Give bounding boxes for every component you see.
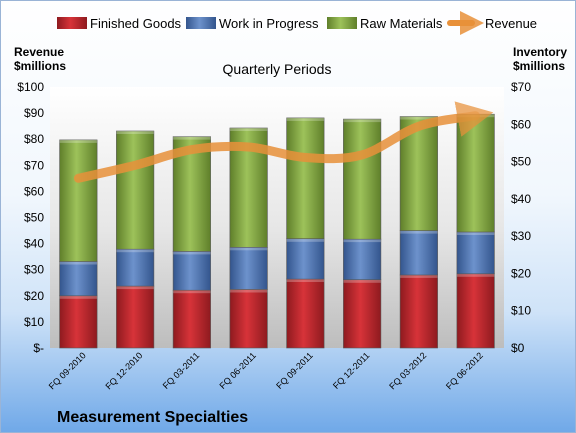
x-tick-label: FQ 03-2012 bbox=[387, 350, 428, 391]
bar-bevel-work-in-progress-3 bbox=[173, 251, 211, 255]
bar-finished-goods-1 bbox=[59, 295, 98, 349]
company-name: Measurement Specialties bbox=[57, 409, 248, 426]
bar-bevel-work-in-progress-1 bbox=[59, 261, 98, 265]
x-tick-label: FQ 06-2012 bbox=[444, 350, 485, 391]
left-tick-label: $70 bbox=[24, 158, 44, 172]
bar-finished-goods-5 bbox=[286, 278, 325, 349]
right-axis-title-line2: $millions bbox=[513, 59, 565, 73]
bar-bevel-work-in-progress-5 bbox=[286, 238, 325, 242]
bar-raw-materials-2 bbox=[116, 130, 155, 250]
right-tick-label: $60 bbox=[511, 117, 531, 131]
legend-label-revenue: Revenue bbox=[485, 16, 537, 31]
left-tick-label: $- bbox=[33, 341, 44, 355]
bar-work-in-progress-6 bbox=[343, 238, 382, 281]
bar-work-in-progress-8 bbox=[456, 231, 495, 275]
left-tick-label: $90 bbox=[24, 106, 44, 120]
left-tick-label: $80 bbox=[24, 132, 44, 146]
bar-bevel-raw-materials-7 bbox=[400, 116, 438, 120]
bar-work-in-progress-4 bbox=[229, 247, 268, 290]
left-tick-label: $40 bbox=[24, 237, 44, 251]
x-tick-label: FQ 03-2011 bbox=[161, 350, 202, 391]
right-tick-label: $20 bbox=[511, 266, 531, 280]
bar-work-in-progress-5 bbox=[286, 238, 325, 280]
bar-bevel-finished-goods-2 bbox=[116, 286, 154, 290]
right-tick-label: $0 bbox=[511, 341, 525, 355]
left-axis-title-line2: $millions bbox=[14, 59, 66, 73]
legend-label-work-in-progress: Work in Progress bbox=[219, 16, 319, 31]
right-tick-label: $50 bbox=[511, 155, 531, 169]
x-tick-label: FQ 06-2011 bbox=[217, 350, 258, 391]
bar-bevel-raw-materials-3 bbox=[173, 136, 211, 140]
legend-label-raw-materials: Raw Materials bbox=[360, 16, 443, 31]
x-axis-ticks: FQ 09-2010 FQ 12-2010 FQ 03-2011 FQ 06-2011… bbox=[47, 350, 485, 391]
bar-finished-goods-2 bbox=[116, 285, 155, 349]
bar-raw-materials-5 bbox=[286, 117, 325, 240]
bar-bevel-work-in-progress-4 bbox=[229, 247, 268, 251]
bar-finished-goods-7 bbox=[399, 274, 438, 349]
bar-bevel-raw-materials-6 bbox=[343, 119, 381, 123]
x-tick-label: FQ 09-2010 bbox=[47, 350, 88, 391]
bar-bevel-finished-goods-1 bbox=[59, 295, 98, 299]
bar-finished-goods-3 bbox=[172, 289, 211, 349]
left-tick-label: $30 bbox=[24, 263, 44, 277]
bar-bevel-finished-goods-3 bbox=[173, 290, 211, 294]
legend: Finished Goods Work in Progress Raw Mate… bbox=[57, 11, 537, 35]
bars-layer bbox=[59, 113, 495, 349]
left-tick-label: $50 bbox=[24, 211, 44, 225]
right-tick-label: $10 bbox=[511, 304, 531, 318]
bar-bevel-raw-materials-4 bbox=[229, 128, 268, 131]
bar-bevel-finished-goods-8 bbox=[456, 273, 495, 277]
right-tick-label: $40 bbox=[511, 192, 531, 206]
bar-work-in-progress-1 bbox=[59, 261, 98, 297]
bar-finished-goods-6 bbox=[343, 279, 382, 349]
revenue-line-layer bbox=[73, 101, 494, 183]
bar-bevel-raw-materials-1 bbox=[59, 139, 98, 143]
bar-bevel-raw-materials-2 bbox=[116, 131, 154, 134]
bar-raw-materials-6 bbox=[343, 118, 382, 240]
bar-raw-materials-8 bbox=[456, 113, 495, 233]
revenue-line bbox=[73, 101, 494, 183]
bar-bevel-raw-materials-5 bbox=[286, 117, 325, 121]
right-tick-label: $30 bbox=[511, 229, 531, 243]
bar-bevel-work-in-progress-2 bbox=[116, 249, 154, 253]
bar-work-in-progress-2 bbox=[116, 248, 155, 287]
legend-swatch-finished-goods bbox=[57, 17, 87, 29]
left-axis-ticks: $- $10 $20 $30 $40 $50 $60 $70 $80 $90 $100 bbox=[17, 80, 44, 355]
bar-bevel-work-in-progress-8 bbox=[456, 232, 495, 235]
right-tick-label: $70 bbox=[511, 80, 531, 94]
left-tick-label: $10 bbox=[24, 315, 44, 329]
left-tick-label: $20 bbox=[24, 289, 44, 303]
legend-swatch-raw-materials bbox=[327, 17, 357, 29]
left-tick-label: $100 bbox=[17, 80, 44, 94]
bar-bevel-work-in-progress-6 bbox=[343, 239, 381, 243]
left-tick-label: $60 bbox=[24, 184, 44, 198]
bar-work-in-progress-7 bbox=[399, 230, 438, 276]
left-axis-title-line1: Revenue bbox=[14, 45, 64, 59]
plot-title: Quarterly Periods bbox=[223, 61, 332, 77]
bar-work-in-progress-3 bbox=[172, 251, 211, 291]
bar-raw-materials-1 bbox=[59, 139, 98, 262]
bar-bevel-finished-goods-5 bbox=[286, 279, 325, 282]
bar-bevel-finished-goods-6 bbox=[343, 279, 381, 283]
x-tick-label: FQ 12-2011 bbox=[331, 350, 372, 391]
right-axis-title-line1: Inventory bbox=[513, 45, 567, 59]
legend-swatch-work-in-progress bbox=[186, 17, 216, 29]
legend-label-finished-goods: Finished Goods bbox=[90, 16, 182, 31]
bar-bevel-work-in-progress-7 bbox=[400, 230, 438, 234]
x-tick-label: FQ 09-2011 bbox=[274, 350, 315, 391]
bar-bevel-finished-goods-7 bbox=[400, 274, 438, 278]
x-tick-label: FQ 12-2010 bbox=[103, 350, 144, 391]
bar-finished-goods-4 bbox=[229, 289, 268, 349]
bar-finished-goods-8 bbox=[456, 273, 495, 349]
bar-bevel-finished-goods-4 bbox=[229, 289, 268, 293]
right-axis-ticks: $0 $10 $20 $30 $40 $50 $60 $70 bbox=[511, 80, 531, 355]
